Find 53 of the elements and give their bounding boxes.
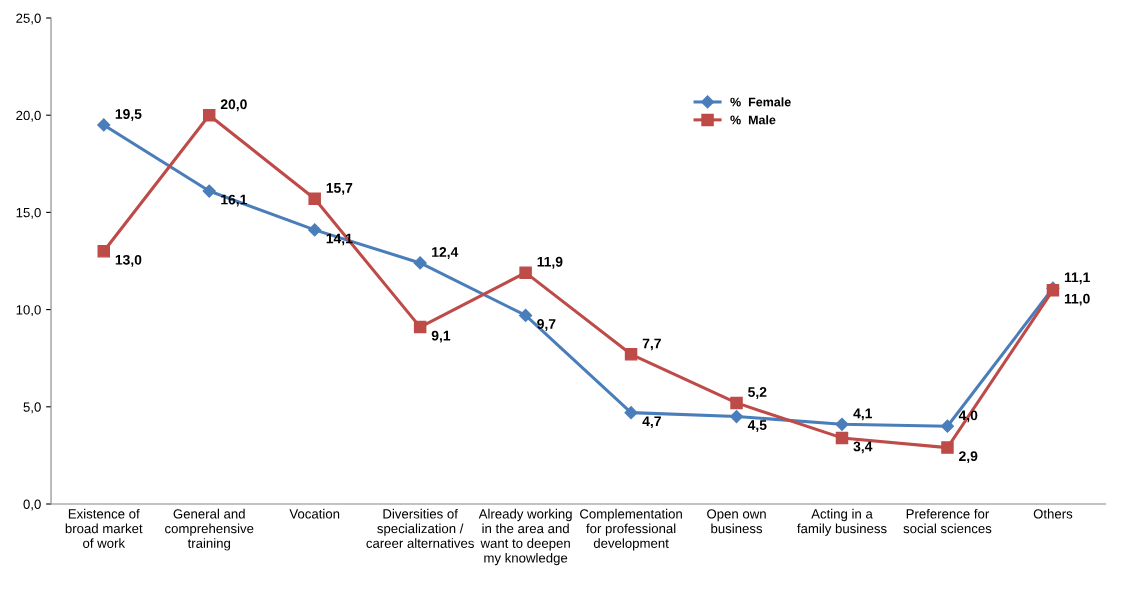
point bbox=[730, 396, 743, 410]
x-tick-label: Others bbox=[1033, 508, 1073, 519]
y-tick-label: 0,0 bbox=[23, 499, 41, 511]
x-tick-label: Vocation bbox=[289, 508, 340, 519]
data-label: 11,9 bbox=[537, 256, 563, 269]
data-label: 4,7 bbox=[642, 416, 661, 429]
point bbox=[940, 419, 955, 433]
x-tick-label: General and comprehensive training bbox=[165, 508, 254, 551]
y-tick-label: 15,0 bbox=[16, 207, 41, 219]
point bbox=[519, 266, 532, 279]
point bbox=[729, 409, 744, 424]
point bbox=[308, 223, 322, 237]
data-label: 9,1 bbox=[431, 330, 451, 343]
data-label: 4,1 bbox=[853, 408, 873, 421]
data-label: 19,5 bbox=[115, 109, 142, 121]
x-tick-label: Preference for social sciences bbox=[903, 508, 992, 534]
point bbox=[308, 192, 321, 206]
point bbox=[835, 431, 849, 445]
point bbox=[97, 118, 111, 132]
point bbox=[624, 348, 638, 361]
point bbox=[202, 184, 216, 198]
data-label: 5,2 bbox=[748, 387, 767, 399]
x-tick-label: Open own business bbox=[707, 509, 766, 534]
data-label: 15,7 bbox=[326, 183, 353, 195]
data-label: 12,4 bbox=[432, 247, 459, 259]
y-tick-label: 5,0 bbox=[23, 402, 41, 414]
point bbox=[97, 245, 111, 258]
y-tick-label: 20,0 bbox=[16, 110, 41, 122]
y-tick-label: 25,0 bbox=[16, 13, 41, 25]
legend-label: % Male bbox=[730, 115, 776, 125]
data-label: 20,0 bbox=[220, 99, 247, 112]
x-tick-label: Complementation for professional development bbox=[580, 508, 682, 551]
x-tick-label: Existence of broad market of work bbox=[65, 508, 143, 548]
data-label: 9,7 bbox=[537, 319, 556, 331]
point bbox=[624, 406, 638, 420]
data-label: 13,0 bbox=[115, 254, 142, 267]
legend-label: % Female bbox=[730, 97, 791, 107]
point bbox=[835, 417, 849, 431]
data-label: 2,9 bbox=[959, 451, 978, 464]
data-label: 3,4 bbox=[853, 441, 873, 454]
y-tick-label: 10,0 bbox=[16, 305, 41, 317]
point bbox=[413, 256, 427, 270]
x-tick-label: Diversities of specialization / career alternatives bbox=[366, 508, 474, 548]
point bbox=[941, 441, 954, 454]
data-label: 11,1 bbox=[1064, 272, 1090, 285]
point bbox=[202, 108, 216, 122]
point bbox=[519, 308, 533, 323]
data-label: 7,7 bbox=[642, 338, 661, 351]
data-label: 11,0 bbox=[1064, 293, 1090, 306]
x-tick-label: Acting in a family business bbox=[797, 508, 887, 536]
x-tick-label: Already working in the area and want to deepen my knowledge bbox=[478, 508, 572, 566]
data-label: 4,5 bbox=[747, 420, 767, 432]
point bbox=[413, 320, 427, 334]
